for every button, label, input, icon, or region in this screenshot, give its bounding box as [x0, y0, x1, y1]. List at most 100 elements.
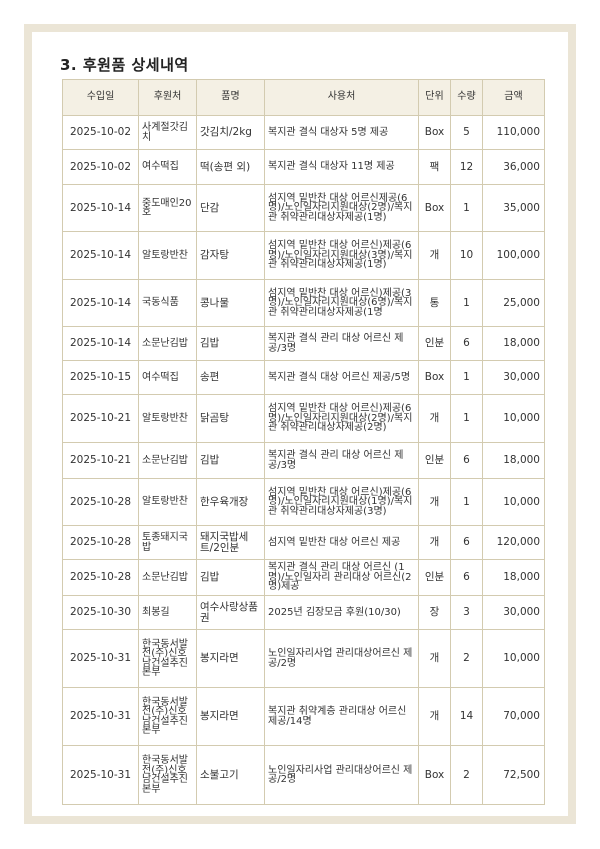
cell-donor: 알토랑반찬: [138, 231, 197, 280]
cell-qty: 1: [450, 478, 483, 526]
cell-amount: 10,000: [482, 629, 545, 688]
cell-item: 감자탕: [196, 231, 265, 280]
cell-unit: 팩: [418, 149, 451, 185]
cell-amount: 120,000: [482, 525, 545, 560]
cell-usage: 섬지역 밑반찬 대상 어르신)제공(3명)/노인일자리지원대상(6명)/복지관 …: [264, 279, 419, 327]
cell-unit: 개: [418, 478, 451, 526]
donation-detail-table: 수입일 후원처 품명 사용처 단위 수량 금액 2025-10-02 사계절갓김치 갓김치/2k…: [62, 79, 545, 805]
cell-unit: 통: [418, 279, 451, 327]
cell-usage: 복지관 결식 관리 대상 어르신 제공/3명: [264, 326, 419, 361]
cell-donor: 한국동서발전(주)신호남건설추진본부: [138, 629, 197, 688]
cell-unit: 개: [418, 687, 451, 746]
table-row: 2025-10-28 토종돼지국밥 돼지국밥세트/2인분 섬지역 밑반찬 대상 어르신…: [62, 525, 545, 560]
cell-item: 한우육개장: [196, 478, 265, 526]
cell-item: 김밥: [196, 326, 265, 361]
cell-date: 2025-10-21: [62, 394, 139, 443]
cell-date: 2025-10-02: [62, 149, 139, 185]
cell-donor: 최봉길: [138, 595, 197, 630]
column-header: 품명: [196, 79, 265, 116]
table-row: 2025-10-14 알토랑반찬 감자탕 섬지역 밑반찬 대상 어르신)제공(6명)/…: [62, 231, 545, 280]
cell-amount: 70,000: [482, 687, 545, 746]
cell-qty: 14: [450, 687, 483, 746]
cell-item: 김밥: [196, 442, 265, 479]
cell-amount: 18,000: [482, 442, 545, 479]
cell-item: 소불고기: [196, 745, 265, 805]
cell-amount: 110,000: [482, 115, 545, 150]
cell-qty: 2: [450, 745, 483, 805]
cell-date: 2025-10-31: [62, 687, 139, 746]
cell-item: 봉지라면: [196, 687, 265, 746]
cell-usage: 복지관 결식 대상자 5명 제공: [264, 115, 419, 150]
cell-donor: 여수떡집: [138, 149, 197, 185]
cell-usage: 복지관 결식 대상 어르신 제공/5명: [264, 360, 419, 395]
cell-unit: 장: [418, 595, 451, 630]
column-header: 수량: [450, 79, 483, 116]
cell-qty: 2: [450, 629, 483, 688]
cell-usage: 노인일자리사업 관리대상어르신 제공/2명: [264, 745, 419, 805]
cell-item: 닭곰탕: [196, 394, 265, 443]
cell-unit: Box: [418, 745, 451, 805]
section-title: 3. 후원품 상세내역: [60, 56, 189, 74]
cell-donor: 소문난김밥: [138, 559, 197, 596]
cell-donor: 알토랑반찬: [138, 478, 197, 526]
cell-date: 2025-10-14: [62, 184, 139, 232]
cell-amount: 10,000: [482, 394, 545, 443]
cell-item: 떡(송편 외): [196, 149, 265, 185]
table-row: 2025-10-31 한국동서발전(주)신호남건설추진본부 소불고기 노인일자리사업 …: [62, 745, 545, 805]
cell-donor: 중도매인20호: [138, 184, 197, 232]
cell-item: 단감: [196, 184, 265, 232]
cell-item: 김밥: [196, 559, 265, 596]
cell-qty: 6: [450, 559, 483, 596]
cell-date: 2025-10-14: [62, 326, 139, 361]
cell-date: 2025-10-31: [62, 745, 139, 805]
cell-donor: 사계절갓김치: [138, 115, 197, 150]
cell-date: 2025-10-14: [62, 231, 139, 280]
cell-usage: 복지관 결식 관리 대상 어르신 제공/3명: [264, 442, 419, 479]
cell-usage: 복지관 결식 관리 대상 어르신 (1명)/노인일자리 관리대상 어르신(2명)…: [264, 559, 419, 596]
table-row: 2025-10-21 소문난김밥 김밥 복지관 결식 관리 대상 어르신 제공/3명 인…: [62, 442, 545, 479]
cell-usage: 노인일자리사업 관리대상어르신 제공/2명: [264, 629, 419, 688]
cell-unit: 인분: [418, 559, 451, 596]
table-row: 2025-10-30 최봉길 여수사랑상품권 2025년 김장모금 후원(10/30)…: [62, 595, 545, 630]
cell-date: 2025-10-30: [62, 595, 139, 630]
cell-date: 2025-10-21: [62, 442, 139, 479]
cell-usage: 복지관 결식 대상자 11명 제공: [264, 149, 419, 185]
cell-amount: 100,000: [482, 231, 545, 280]
cell-qty: 3: [450, 595, 483, 630]
cell-date: 2025-10-02: [62, 115, 139, 150]
cell-qty: 6: [450, 442, 483, 479]
cell-qty: 10: [450, 231, 483, 280]
cell-usage: 섬지역 밑반찬 대상 어르신 제공: [264, 525, 419, 560]
cell-date: 2025-10-28: [62, 559, 139, 596]
cell-amount: 30,000: [482, 595, 545, 630]
cell-unit: Box: [418, 360, 451, 395]
table-row: 2025-10-28 알토랑반찬 한우육개장 섬지역 밑반찬 대상 어르신)제공(6명…: [62, 478, 545, 526]
cell-donor: 알토랑반찬: [138, 394, 197, 443]
cell-usage: 복지관 취약계층 관리대상 어르신 제공/14명: [264, 687, 419, 746]
cell-qty: 1: [450, 360, 483, 395]
cell-unit: Box: [418, 115, 451, 150]
cell-qty: 1: [450, 279, 483, 327]
cell-unit: 개: [418, 629, 451, 688]
cell-item: 콩나물: [196, 279, 265, 327]
cell-donor: 소문난김밥: [138, 442, 197, 479]
cell-unit: 인분: [418, 442, 451, 479]
cell-amount: 18,000: [482, 326, 545, 361]
cell-qty: 6: [450, 326, 483, 361]
cell-donor: 국동식품: [138, 279, 197, 327]
cell-amount: 35,000: [482, 184, 545, 232]
cell-item: 봉지라면: [196, 629, 265, 688]
column-header: 금액: [482, 79, 545, 116]
cell-unit: 인분: [418, 326, 451, 361]
cell-donor: 여수떡집: [138, 360, 197, 395]
cell-donor: 한국동서발전(주)신호남건설추진본부: [138, 687, 197, 746]
cell-qty: 6: [450, 525, 483, 560]
table-header: 수입일 후원처 품명 사용처 단위 수량 금액: [62, 79, 545, 116]
cell-item: 여수사랑상품권: [196, 595, 265, 630]
cell-item: 갓김치/2kg: [196, 115, 265, 150]
cell-amount: 18,000: [482, 559, 545, 596]
column-header: 후원처: [138, 79, 197, 116]
cell-date: 2025-10-28: [62, 525, 139, 560]
cell-usage: 섬지역 밑반찬 대상 어르신)제공(6명)/노인일자리지원대상(1명)/복지관 …: [264, 478, 419, 526]
cell-item: 돼지국밥세트/2인분: [196, 525, 265, 560]
